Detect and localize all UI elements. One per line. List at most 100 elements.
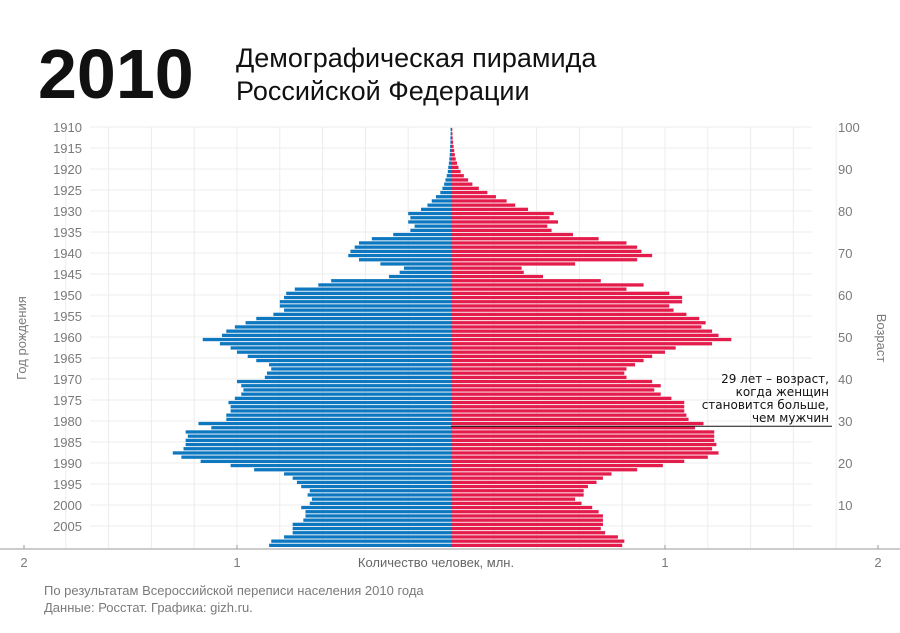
- bar-men: [284, 308, 451, 312]
- bar-women: [451, 409, 685, 413]
- bar-men: [449, 153, 451, 157]
- bar-women: [451, 169, 461, 174]
- bar-men: [410, 216, 451, 220]
- x-tick-label: 1: [661, 555, 668, 570]
- bar-women: [451, 258, 638, 262]
- annotation-text-line: когда женщин: [736, 385, 829, 399]
- bar-men: [305, 510, 451, 514]
- bar-men: [436, 195, 451, 199]
- bar-women: [451, 539, 625, 543]
- bar-men: [202, 337, 451, 342]
- bar-women: [451, 211, 554, 216]
- footer-credits-line: Данные: Росстат. Графика: gizh.ru.: [44, 600, 253, 615]
- bar-men: [187, 434, 451, 438]
- age-tick-label: 10: [838, 498, 852, 513]
- bar-women: [451, 127, 453, 132]
- bar-women: [451, 392, 661, 396]
- x-tick-label: 2: [874, 555, 881, 570]
- bar-women: [451, 484, 588, 489]
- bar-men: [380, 262, 451, 266]
- bar-women: [451, 363, 636, 367]
- bar-women: [451, 241, 627, 245]
- bar-women: [451, 140, 454, 144]
- bar-men: [307, 493, 451, 497]
- chart-axes: 1910 1915 1920 1925 1930 1935 1940 1945 1950 1955…: [0, 120, 900, 570]
- year-tick-label: 1955: [53, 309, 82, 324]
- bar-men: [222, 333, 451, 337]
- bar-women: [451, 304, 670, 308]
- bar-men: [230, 463, 451, 468]
- bar-women: [451, 489, 584, 493]
- bar-women: [451, 308, 674, 312]
- year-tick-label: 1950: [53, 288, 82, 303]
- bar-women: [451, 178, 469, 182]
- bar-men: [284, 535, 451, 539]
- year-tick-label: 1940: [53, 246, 82, 261]
- bar-women: [451, 421, 704, 426]
- bar-women: [451, 476, 603, 480]
- bar-men: [450, 144, 451, 148]
- bar-men: [237, 350, 451, 354]
- bar-men: [447, 169, 451, 174]
- bar-women: [451, 501, 582, 505]
- bar-women: [451, 291, 670, 295]
- bar-men: [448, 161, 451, 165]
- bar-women: [451, 295, 683, 300]
- bar-men: [254, 468, 451, 472]
- x-tick-label: 2: [20, 555, 27, 570]
- bar-women: [451, 329, 713, 333]
- bar-women: [451, 493, 584, 497]
- bar-women: [451, 535, 618, 539]
- bar-men: [279, 300, 451, 304]
- bar-women: [451, 480, 597, 484]
- bar-women: [451, 497, 576, 501]
- bar-men: [284, 295, 451, 300]
- bar-men: [228, 400, 451, 405]
- bar-women: [451, 312, 687, 316]
- bar-men: [185, 442, 451, 447]
- bar-men: [245, 321, 451, 325]
- bar-women: [451, 430, 715, 434]
- bar-men: [305, 514, 451, 518]
- bar-men: [301, 484, 451, 489]
- bar-men: [350, 249, 451, 253]
- bar-men: [185, 438, 451, 442]
- bar-women: [451, 463, 663, 468]
- bar-men: [226, 329, 451, 333]
- bar-women: [451, 396, 672, 400]
- bar-women: [451, 375, 627, 379]
- bar-women: [451, 266, 522, 270]
- bar-women: [451, 518, 603, 522]
- bar-men: [237, 379, 451, 384]
- bar-women: [451, 245, 638, 249]
- bar-women: [451, 333, 719, 337]
- bar-men: [230, 346, 451, 350]
- bar-men: [450, 136, 451, 140]
- bar-men: [292, 531, 451, 535]
- footer-source-line: По результатам Всероссийской переписи на…: [44, 583, 424, 598]
- bar-women: [451, 379, 653, 384]
- bar-women: [451, 203, 516, 207]
- bar-men: [264, 375, 451, 379]
- bar-men: [358, 258, 451, 262]
- bar-men: [226, 417, 451, 421]
- bar-women: [451, 354, 653, 358]
- age-tick-label: 20: [838, 456, 852, 471]
- bar-women: [451, 182, 473, 186]
- bar-men: [348, 253, 451, 258]
- annotation-text-line: чем мужчин: [752, 411, 829, 425]
- bar-men: [442, 186, 451, 190]
- bar-women: [451, 300, 683, 304]
- bar-women: [451, 367, 627, 371]
- bar-men: [181, 455, 452, 459]
- annotation-text-line: 29 лет – возраст,: [721, 372, 829, 386]
- bar-men: [185, 430, 451, 434]
- bar-women: [451, 459, 685, 463]
- bar-men: [449, 157, 451, 161]
- year-tick-label: 1920: [53, 162, 82, 177]
- bar-women: [451, 321, 706, 325]
- bar-men: [448, 165, 451, 169]
- bar-men: [311, 497, 451, 501]
- bar-women: [451, 144, 454, 148]
- bar-men: [371, 237, 451, 241]
